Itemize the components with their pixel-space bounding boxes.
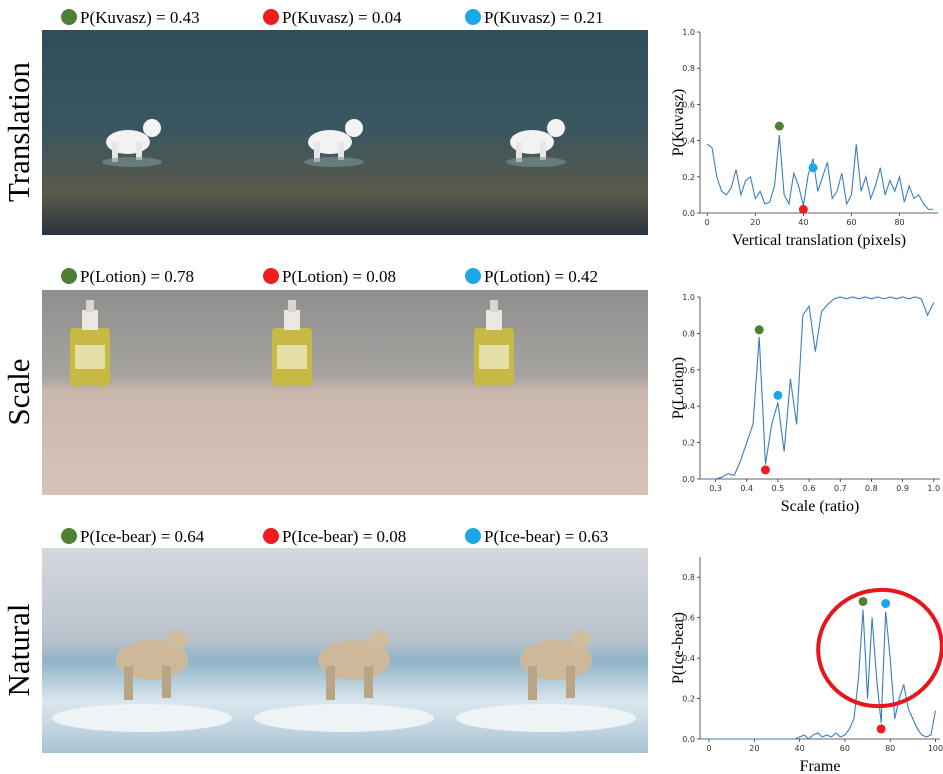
x-tick-label: 0.3 bbox=[709, 484, 722, 493]
y-tick-label: 0.0 bbox=[682, 475, 695, 484]
image-caption: P(Lotion) = 0.42 bbox=[484, 267, 598, 286]
x-tick-label: 1.0 bbox=[927, 484, 940, 493]
x-tick-label: 20 bbox=[749, 744, 759, 753]
x-tick-label: 0.6 bbox=[803, 484, 816, 493]
image bbox=[42, 290, 244, 495]
marker bbox=[859, 597, 868, 606]
x-tick-label: 60 bbox=[846, 218, 856, 227]
data-line bbox=[709, 297, 933, 479]
x-tick-label: 0 bbox=[705, 218, 710, 227]
x-tick-label: 20 bbox=[750, 218, 760, 227]
annotation-circle bbox=[807, 578, 943, 717]
y-tick-label: 0.2 bbox=[682, 695, 695, 704]
caption-dot bbox=[465, 268, 481, 284]
row-label: Scale bbox=[1, 358, 36, 425]
x-axis-label: Frame bbox=[800, 758, 841, 774]
x-tick-label: 40 bbox=[795, 744, 805, 753]
marker bbox=[761, 465, 770, 474]
y-tick-label: 0.8 bbox=[682, 573, 695, 582]
caption-dot bbox=[61, 268, 77, 284]
caption-dot bbox=[61, 9, 77, 25]
x-tick-label: 40 bbox=[798, 218, 808, 227]
image bbox=[446, 30, 648, 235]
image-caption: P(Lotion) = 0.08 bbox=[282, 267, 396, 286]
caption-dot bbox=[465, 528, 481, 544]
x-tick-label: 0.8 bbox=[865, 484, 878, 493]
x-tick-label: 0.9 bbox=[896, 484, 909, 493]
marker bbox=[775, 122, 784, 131]
x-tick-label: 80 bbox=[885, 744, 895, 753]
x-tick-label: 0.4 bbox=[740, 484, 753, 493]
y-tick-label: 0.0 bbox=[682, 735, 695, 744]
x-tick-label: 0.5 bbox=[772, 484, 785, 493]
caption-dot bbox=[61, 528, 77, 544]
x-axis-label: Vertical translation (pixels) bbox=[732, 232, 906, 249]
y-tick-label: 0.8 bbox=[682, 329, 695, 338]
x-tick-label: 80 bbox=[894, 218, 904, 227]
y-axis-label: P(Ice-bear) bbox=[670, 612, 687, 684]
y-tick-label: 0.2 bbox=[682, 173, 695, 182]
y-tick-label: 1.0 bbox=[682, 28, 695, 37]
marker bbox=[755, 325, 764, 334]
caption-dot bbox=[263, 268, 279, 284]
image-caption: P(Kuvasz) = 0.04 bbox=[282, 8, 402, 27]
marker bbox=[799, 205, 808, 214]
row-label: Natural bbox=[1, 604, 36, 697]
x-tick-label: 0 bbox=[707, 744, 712, 753]
image-caption: P(Ice-bear) = 0.63 bbox=[484, 527, 608, 546]
y-axis-label: P(Kuvasz) bbox=[670, 89, 687, 157]
caption-dot bbox=[263, 9, 279, 25]
x-tick-label: 0.7 bbox=[834, 484, 847, 493]
image bbox=[446, 290, 648, 495]
image-caption: P(Ice-bear) = 0.08 bbox=[282, 527, 406, 546]
x-tick-label: 100 bbox=[928, 744, 943, 753]
image bbox=[244, 30, 446, 235]
marker bbox=[877, 724, 886, 733]
image-caption: P(Kuvasz) = 0.43 bbox=[80, 8, 200, 27]
image-caption: P(Ice-bear) = 0.64 bbox=[80, 527, 205, 546]
marker bbox=[773, 391, 782, 400]
row-label: Translation bbox=[1, 61, 36, 202]
figure: Translation P(Kuvasz) = 0.43 P(Kuvasz) = 0… bbox=[0, 0, 943, 774]
image-caption: P(Lotion) = 0.78 bbox=[80, 267, 194, 286]
image bbox=[42, 548, 244, 753]
image bbox=[244, 548, 446, 753]
image bbox=[244, 290, 446, 495]
caption-dot bbox=[465, 9, 481, 25]
marker bbox=[808, 163, 817, 172]
marker bbox=[881, 599, 890, 608]
y-tick-label: 0.8 bbox=[682, 64, 695, 73]
x-tick-label: 60 bbox=[840, 744, 850, 753]
image-caption: P(Kuvasz) = 0.21 bbox=[484, 8, 604, 27]
image bbox=[446, 548, 648, 753]
y-tick-label: 0.2 bbox=[682, 439, 695, 448]
data-line bbox=[707, 135, 933, 209]
y-tick-label: 0.0 bbox=[682, 209, 695, 218]
x-axis-label: Scale (ratio) bbox=[781, 498, 860, 515]
image bbox=[42, 30, 244, 235]
caption-dot bbox=[263, 528, 279, 544]
y-axis-label: P(Lotion) bbox=[670, 357, 687, 419]
y-tick-label: 1.0 bbox=[682, 293, 695, 302]
